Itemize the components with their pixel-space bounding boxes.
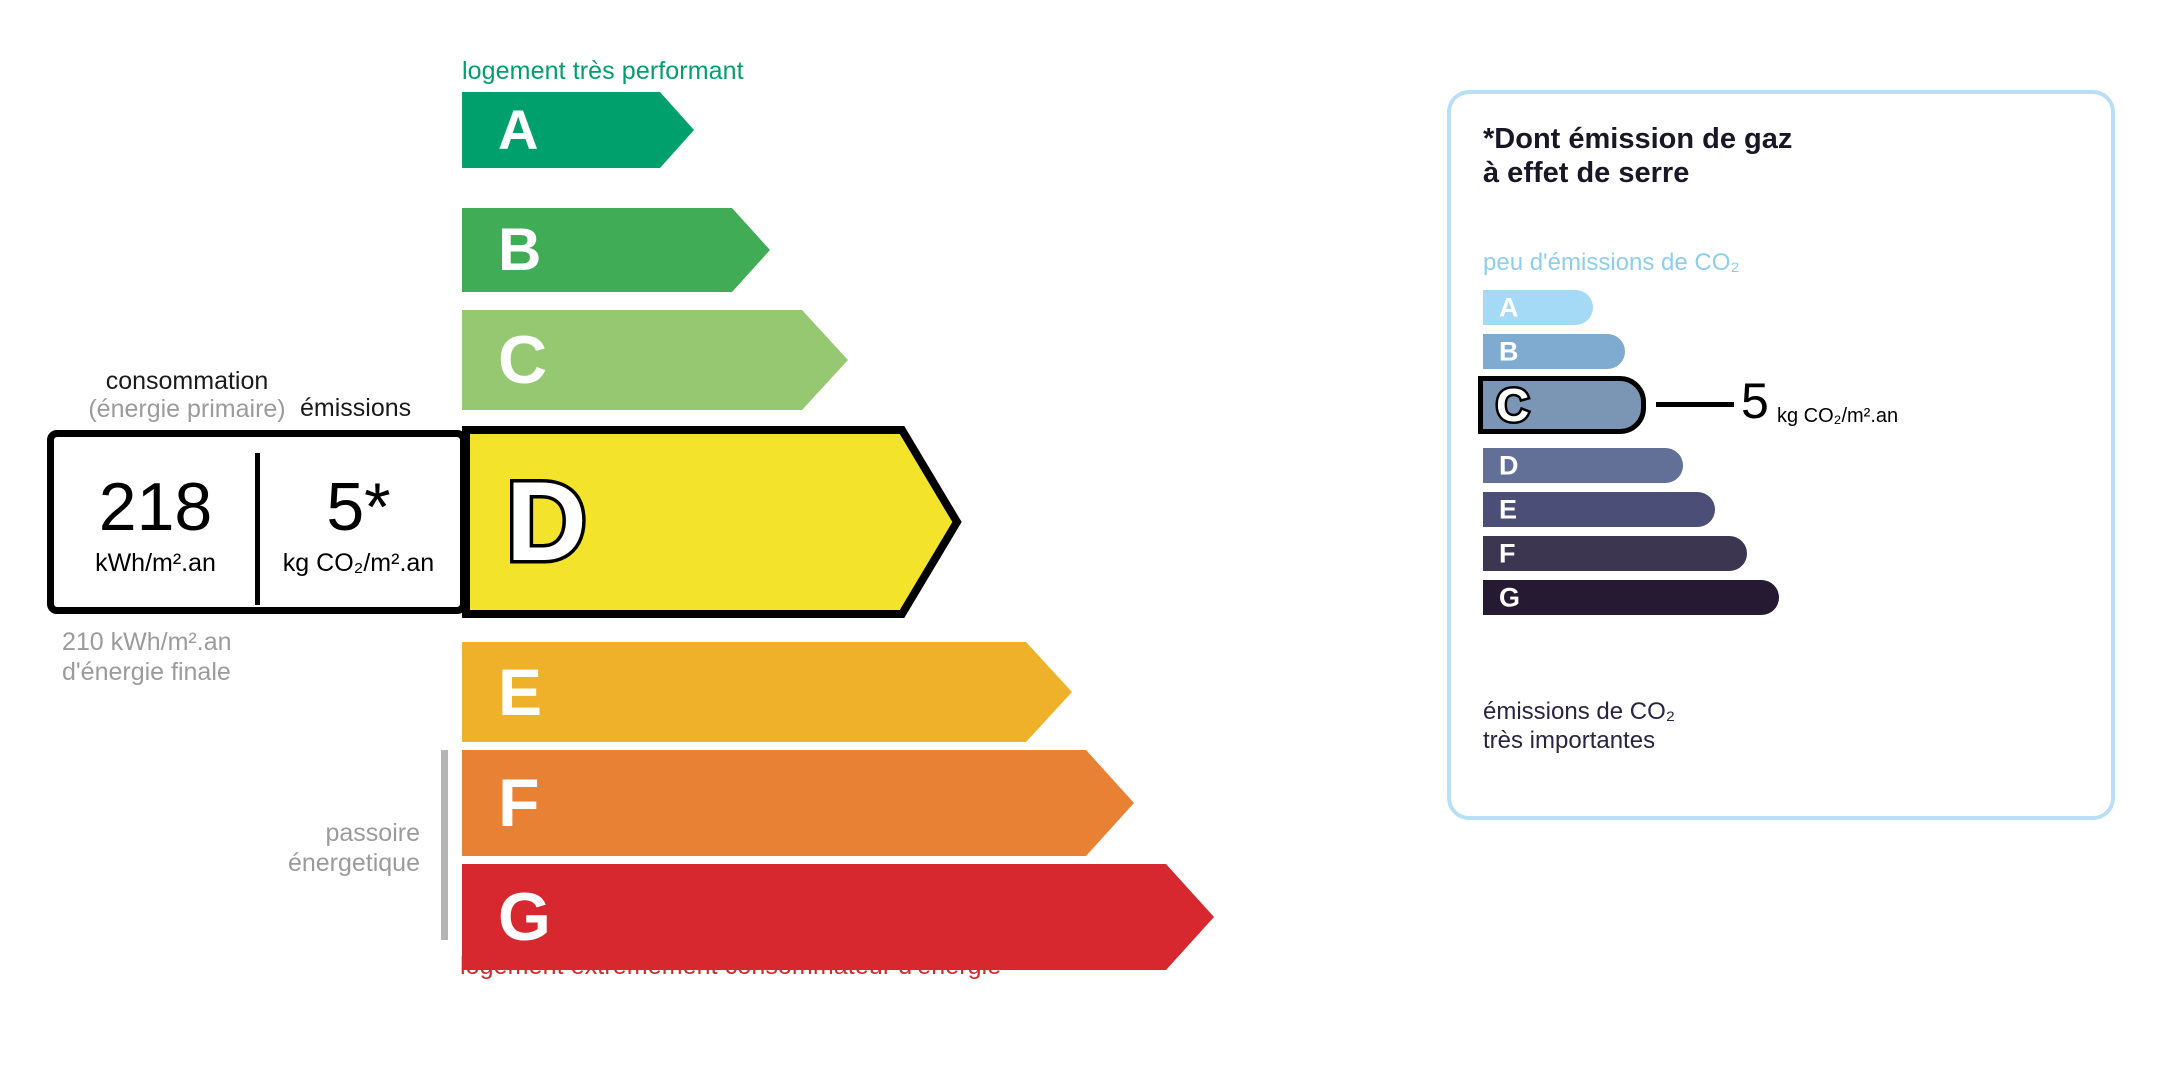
co2-title-line1: *Dont émission de gaz bbox=[1483, 123, 1793, 155]
primary-energy-unit: kWh/m².an bbox=[95, 549, 216, 577]
energy-bottom-caption: logement extrêmement consommateur d'éner… bbox=[460, 952, 1002, 980]
passoire-label-line2: énergetique bbox=[287, 849, 420, 877]
co2-panel-title: *Dont émission de gaz à effet de serre bbox=[1483, 122, 2083, 190]
energy-band-e[interactable]: E bbox=[462, 642, 1072, 742]
primary-energy-value: 218 bbox=[98, 469, 213, 545]
co2-bar-a-letter: A bbox=[1499, 292, 1519, 322]
co2-bottom-line1: émissions de CO₂ bbox=[1483, 698, 1676, 725]
energy-band-a[interactable]: A bbox=[462, 92, 694, 168]
energy-performance-scale: logement très performant A B C bbox=[47, 57, 1214, 980]
value-box-divider bbox=[255, 453, 260, 605]
emissions-unit: kg CO₂/m².an bbox=[282, 549, 435, 577]
energy-band-g[interactable]: G bbox=[462, 864, 1214, 970]
co2-bar-e[interactable]: E bbox=[1483, 492, 1715, 527]
co2-bar-f[interactable]: F bbox=[1483, 536, 1747, 571]
co2-top-label: peu d'émissions de CO₂ bbox=[1483, 249, 1740, 276]
energy-band-f-letter: F bbox=[498, 765, 540, 841]
co2-bar-e-letter: E bbox=[1499, 494, 1518, 524]
co2-bar-f-letter: F bbox=[1499, 538, 1516, 568]
band-c-shape bbox=[462, 310, 848, 410]
emissions-cell: 5* kg CO₂/m².an bbox=[257, 437, 460, 607]
co2-bar-d-letter: D bbox=[1499, 450, 1519, 480]
co2-bottom-line2: très importantes bbox=[1483, 726, 1656, 754]
emissions-value: 5* bbox=[326, 469, 391, 545]
energy-band-e-letter: E bbox=[498, 655, 543, 729]
consumption-label-main: consommation bbox=[105, 367, 269, 395]
passoire-marker-bar bbox=[441, 750, 448, 940]
primary-energy-cell: 218 kWh/m².an bbox=[54, 437, 257, 607]
consumption-label: consommation (énergie primaire) bbox=[62, 367, 312, 423]
co2-callout-value: 5 bbox=[1741, 373, 1769, 429]
energy-band-a-letter: A bbox=[498, 98, 539, 161]
co2-bar-c-letter: C bbox=[1493, 379, 1531, 431]
energy-band-b[interactable]: B bbox=[462, 208, 770, 292]
energy-band-f[interactable]: F bbox=[462, 750, 1134, 856]
energy-band-c-letter: C bbox=[498, 322, 548, 398]
energy-band-d-letter: D bbox=[503, 459, 591, 584]
passoire-label: passoire énergetique bbox=[220, 818, 420, 878]
energy-top-caption: logement très performant bbox=[462, 57, 744, 85]
co2-bar-c-selected[interactable]: C bbox=[1478, 376, 1646, 434]
co2-title-line2: à effet de serre bbox=[1483, 157, 1690, 190]
co2-bar-g[interactable]: G bbox=[1483, 580, 1779, 615]
co2-bar-b[interactable]: B bbox=[1483, 334, 1625, 369]
final-energy-note: 210 kWh/m².an d'énergie finale bbox=[62, 627, 362, 687]
final-energy-line1: 210 kWh/m².an bbox=[62, 628, 232, 656]
emissions-label: émissions bbox=[300, 394, 412, 422]
co2-callout-unit: kg CO₂/m².an bbox=[1777, 405, 1899, 427]
band-b-shape bbox=[462, 208, 770, 292]
energy-band-d-selected[interactable]: D bbox=[462, 426, 962, 618]
band-e-shape bbox=[462, 642, 1072, 742]
energy-value-box: 218 kWh/m².an 5* kg CO₂/m².an bbox=[47, 430, 467, 614]
co2-bottom-label: émissions de CO₂ très importantes bbox=[1483, 698, 1983, 756]
energy-band-b-letter: B bbox=[498, 216, 542, 283]
band-g-shape bbox=[462, 864, 1214, 970]
co2-emissions-panel: *Dont émission de gaz à effet de serre p… bbox=[1447, 90, 2115, 820]
energy-band-c[interactable]: C bbox=[462, 310, 848, 410]
band-f-shape bbox=[462, 750, 1134, 856]
co2-bar-d[interactable]: D bbox=[1483, 448, 1683, 483]
co2-callout-line bbox=[1656, 402, 1734, 407]
co2-bar-a[interactable]: A bbox=[1483, 290, 1593, 325]
passoire-label-line1: passoire bbox=[325, 819, 421, 847]
co2-bar-b-letter: B bbox=[1499, 336, 1519, 366]
energy-band-g-letter: G bbox=[498, 879, 551, 955]
band-a-shape bbox=[462, 92, 694, 168]
co2-bar-g-letter: G bbox=[1499, 582, 1521, 612]
final-energy-line2: d'énergie finale bbox=[62, 658, 231, 686]
consumption-label-sub: (énergie primaire) bbox=[88, 395, 286, 423]
